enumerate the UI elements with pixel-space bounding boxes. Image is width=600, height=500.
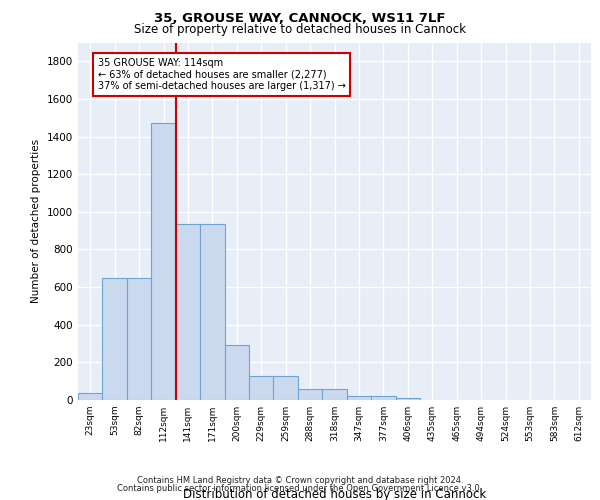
Bar bbox=[176, 224, 200, 400]
Bar bbox=[371, 396, 395, 400]
Y-axis label: Number of detached properties: Number of detached properties bbox=[31, 139, 41, 304]
Bar bbox=[274, 376, 298, 400]
Bar bbox=[103, 278, 127, 400]
Bar bbox=[78, 394, 103, 400]
Bar bbox=[127, 278, 151, 400]
Text: Size of property relative to detached houses in Cannock: Size of property relative to detached ho… bbox=[134, 22, 466, 36]
Bar bbox=[322, 388, 347, 400]
Bar bbox=[249, 376, 274, 400]
Text: 35 GROUSE WAY: 114sqm
← 63% of detached houses are smaller (2,277)
37% of semi-d: 35 GROUSE WAY: 114sqm ← 63% of detached … bbox=[98, 58, 346, 91]
Bar bbox=[224, 346, 249, 400]
Bar bbox=[347, 396, 371, 400]
Text: Contains HM Land Registry data © Crown copyright and database right 2024.: Contains HM Land Registry data © Crown c… bbox=[137, 476, 463, 485]
Bar bbox=[200, 224, 224, 400]
Text: 35, GROUSE WAY, CANNOCK, WS11 7LF: 35, GROUSE WAY, CANNOCK, WS11 7LF bbox=[154, 12, 446, 26]
X-axis label: Distribution of detached houses by size in Cannock: Distribution of detached houses by size … bbox=[183, 488, 486, 500]
Bar bbox=[298, 388, 322, 400]
Text: Contains public sector information licensed under the Open Government Licence v3: Contains public sector information licen… bbox=[118, 484, 482, 493]
Bar bbox=[395, 398, 420, 400]
Bar bbox=[151, 124, 176, 400]
